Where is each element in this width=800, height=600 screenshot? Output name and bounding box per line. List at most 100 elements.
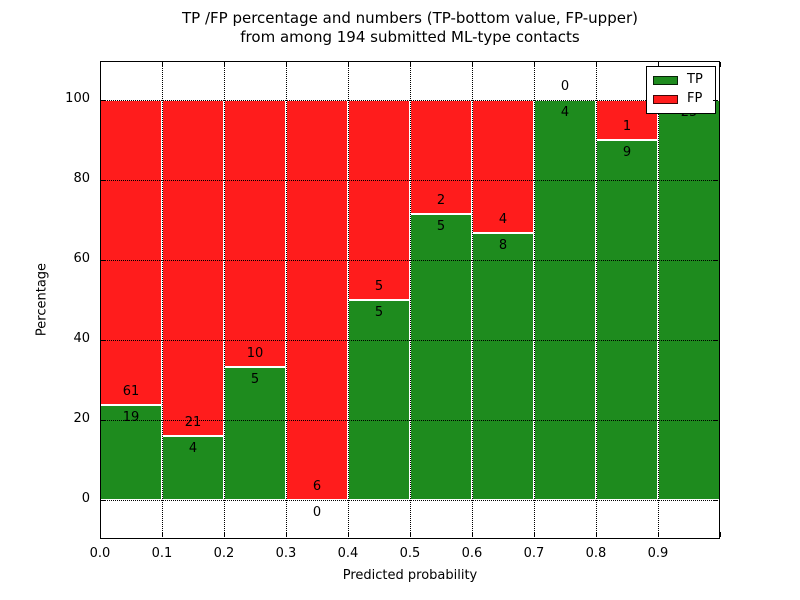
fp-count-label: 21 (184, 415, 202, 430)
y-gridline (100, 500, 720, 501)
y-tick-mark (713, 340, 718, 341)
fp-count-label: 4 (498, 212, 508, 228)
x-tick-mark (224, 532, 225, 537)
x-tick-mark (410, 62, 411, 67)
chart-title-line2: from among 194 submitted ML-type contact… (240, 28, 580, 46)
tp-legend-label: TP (687, 72, 703, 87)
x-tick-label: 0.2 (213, 546, 235, 561)
x-tick-mark (410, 532, 411, 537)
x-gridline (224, 61, 225, 539)
bar-segment-tp (410, 214, 472, 500)
y-tick-mark (101, 260, 106, 261)
tp-count-label: 0 (312, 505, 322, 520)
chart-title-line1: TP /FP percentage and numbers (TP-bottom… (182, 9, 638, 27)
x-tick-label: 0.6 (461, 546, 483, 561)
x-tick-mark (596, 532, 597, 537)
y-tick-mark (101, 180, 106, 181)
tp-count-label: 4 (188, 441, 198, 456)
bar-segment-tp (348, 300, 410, 500)
y-tick-mark (713, 500, 718, 501)
chart-title: TP /FP percentage and numbers (TP-bottom… (100, 9, 720, 47)
x-tick-mark (224, 62, 225, 67)
y-tick-mark (101, 100, 106, 101)
y-tick-label: 0 (81, 491, 90, 506)
x-tick-mark (100, 62, 101, 67)
y-tick-label: 20 (73, 411, 90, 426)
bar-segment-tp (162, 436, 224, 500)
x-axis-label: Predicted probability (342, 568, 478, 583)
x-tick-mark (162, 62, 163, 67)
x-tick-mark (720, 62, 721, 67)
x-tick-label: 0.4 (337, 546, 359, 561)
x-gridline (162, 61, 163, 539)
x-tick-mark (286, 532, 287, 537)
x-tick-mark (658, 62, 659, 67)
y-gridline (100, 340, 720, 341)
x-tick-mark (534, 532, 535, 537)
y-tick-mark (713, 260, 718, 261)
x-tick-mark (534, 62, 535, 67)
tp-count-label: 5 (436, 219, 446, 235)
plot-area: 6119214105605525480419025 TP FP (100, 61, 721, 539)
tp-count-label: 5 (374, 305, 384, 320)
y-gridline (100, 180, 720, 181)
x-gridline (472, 61, 473, 539)
tp-legend-swatch (653, 75, 678, 85)
y-tick-label: 60 (73, 251, 90, 266)
x-tick-label: 0.5 (399, 546, 421, 561)
x-gridline (410, 61, 411, 539)
y-gridline (100, 260, 720, 261)
fp-legend-label: FP (687, 91, 703, 106)
y-tick-mark (713, 180, 718, 181)
bar-segment-fp (162, 100, 224, 436)
x-tick-mark (162, 532, 163, 537)
tp-count-label: 8 (498, 238, 508, 254)
bar-segment-tp (534, 100, 596, 500)
x-tick-mark (100, 532, 101, 537)
bar-segment-fp (410, 100, 472, 215)
fp-count-label: 0 (560, 79, 570, 94)
tp-count-label: 9 (622, 145, 632, 160)
fp-count-label: 61 (122, 384, 140, 399)
legend-box: TP FP (646, 66, 716, 114)
y-gridline (100, 100, 720, 101)
bar-segment-fp (348, 100, 410, 300)
y-tick-mark (101, 420, 106, 421)
x-tick-mark (348, 532, 349, 537)
x-tick-label: 0.0 (89, 546, 111, 561)
bar-segment-tp (472, 233, 534, 500)
x-gridline (534, 61, 535, 539)
y-tick-label: 80 (73, 171, 90, 186)
x-tick-mark (472, 62, 473, 67)
x-tick-label: 0.9 (647, 546, 669, 561)
y-tick-mark (713, 420, 718, 421)
x-gridline (286, 61, 287, 539)
fp-count-label: 5 (374, 279, 384, 294)
x-tick-label: 0.3 (275, 546, 297, 561)
x-tick-mark (472, 532, 473, 537)
y-tick-mark (101, 340, 106, 341)
fp-count-label: 6 (312, 479, 322, 494)
x-tick-mark (348, 62, 349, 67)
x-tick-mark (720, 532, 721, 537)
x-gridline (348, 61, 349, 539)
tp-count-label: 5 (250, 371, 260, 387)
bar-segment-fp (224, 100, 286, 367)
fp-legend-swatch (653, 94, 678, 104)
bar-segment-fp (100, 100, 162, 405)
bar-segment-tp (658, 100, 720, 500)
y-tick-label: 100 (65, 91, 90, 106)
x-tick-mark (286, 62, 287, 67)
x-tick-label: 0.8 (585, 546, 607, 561)
fp-count-label: 1 (622, 119, 632, 134)
y-tick-mark (713, 100, 718, 101)
x-tick-mark (596, 62, 597, 67)
y-gridline (100, 420, 720, 421)
fp-count-label: 2 (436, 193, 446, 209)
x-gridline (596, 61, 597, 539)
x-gridline (658, 61, 659, 539)
x-tick-label: 0.1 (151, 546, 173, 561)
bar-segment-tp (596, 140, 658, 500)
legend-entry-tp: TP (653, 72, 703, 87)
